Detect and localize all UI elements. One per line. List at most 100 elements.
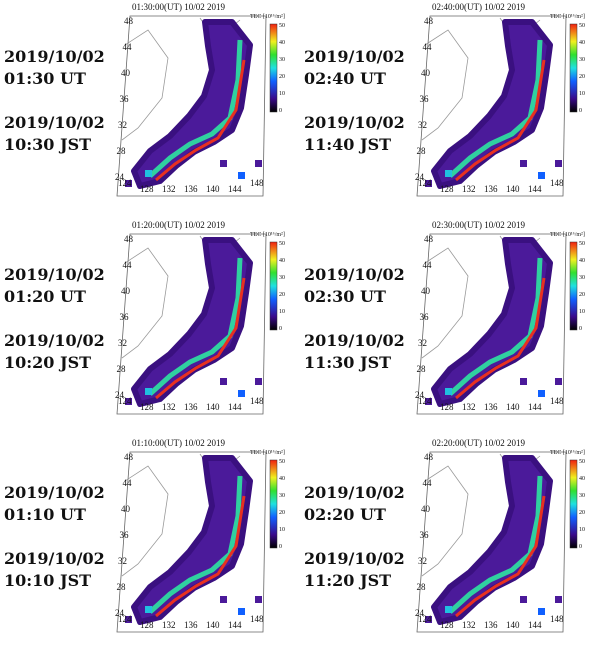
colorbar-tick: 10 bbox=[279, 527, 285, 533]
lon-label: 124 bbox=[118, 396, 132, 406]
date-label: 2019/10/02 bbox=[4, 265, 105, 284]
coastline bbox=[421, 465, 469, 577]
lat-label: 44 bbox=[423, 260, 433, 270]
panel: 2019/10/02 02:40 UT 2019/10/02 11:40 JST 02:… bbox=[304, 2, 585, 197]
lon-label: 128 bbox=[140, 620, 154, 630]
lon-label: 124 bbox=[418, 614, 432, 624]
coastline bbox=[121, 247, 169, 359]
lon-label: 124 bbox=[118, 614, 132, 624]
date-label: 2019/10/02 bbox=[304, 483, 405, 502]
colorbar-tick: 30 bbox=[579, 493, 585, 499]
lon-label: 136 bbox=[184, 620, 198, 630]
tec-cell bbox=[145, 388, 152, 395]
colorbar-tick: 40 bbox=[579, 40, 585, 46]
tec-cell bbox=[255, 160, 262, 167]
panel: 2019/10/02 01:30 UT 2019/10/02 10:30 JST 01:… bbox=[4, 2, 285, 197]
tec-high bbox=[448, 257, 543, 396]
lat-label: 48 bbox=[424, 234, 434, 244]
lon-label: 140 bbox=[206, 620, 220, 630]
tec-region bbox=[431, 19, 553, 189]
colorbar-tick: 50 bbox=[279, 459, 285, 465]
colorbar bbox=[569, 459, 578, 549]
colorbar-tick: 30 bbox=[279, 493, 285, 499]
tec-cell bbox=[255, 378, 262, 385]
tec-peak bbox=[455, 277, 546, 400]
ut-label: 01:20 UT bbox=[4, 287, 86, 306]
lat-label: 32 bbox=[418, 120, 427, 130]
lon-label: 144 bbox=[528, 620, 542, 630]
lat-label: 24 bbox=[115, 172, 125, 182]
coastline bbox=[121, 29, 169, 141]
lat-label: 24 bbox=[415, 390, 425, 400]
lat-label: 24 bbox=[115, 608, 125, 618]
tec-cell bbox=[445, 606, 452, 613]
lat-label: 40 bbox=[421, 504, 431, 514]
lat-label: 48 bbox=[124, 16, 134, 26]
tec-cell bbox=[538, 608, 545, 615]
tec-peak bbox=[155, 495, 246, 618]
lon-label: 140 bbox=[206, 402, 220, 412]
colorbar-tick: 20 bbox=[279, 74, 285, 80]
tec-cell bbox=[445, 170, 452, 177]
tec-cell bbox=[238, 172, 245, 179]
colorbar-tick: 50 bbox=[579, 241, 585, 247]
tec-peak bbox=[155, 59, 246, 182]
colorbar-tick: 10 bbox=[579, 91, 585, 97]
colorbar-tick: 50 bbox=[279, 241, 285, 247]
colorbar-tick: 30 bbox=[279, 57, 285, 63]
lat-label: 44 bbox=[423, 478, 433, 488]
lon-label: 136 bbox=[184, 184, 198, 194]
lon-label: 148 bbox=[250, 178, 264, 188]
jst-label: 11:30 JST bbox=[304, 353, 391, 372]
tec-cell bbox=[255, 596, 262, 603]
tec-region bbox=[431, 455, 553, 625]
lon-label: 128 bbox=[140, 402, 154, 412]
lon-label: 128 bbox=[440, 184, 454, 194]
lon-label: 136 bbox=[484, 620, 498, 630]
tec-cell bbox=[125, 616, 132, 623]
lat-label: 48 bbox=[124, 234, 134, 244]
jst-label: 10:30 JST bbox=[4, 135, 91, 154]
coastline bbox=[421, 247, 469, 359]
lon-label: 140 bbox=[506, 402, 520, 412]
tec-cell bbox=[520, 378, 527, 385]
tec-cell bbox=[238, 608, 245, 615]
tec-region bbox=[131, 19, 253, 189]
tec-cell bbox=[445, 388, 452, 395]
colorbar bbox=[269, 23, 278, 113]
lat-label: 36 bbox=[420, 312, 430, 322]
lon-label: 136 bbox=[184, 402, 198, 412]
lon-label: 128 bbox=[140, 184, 154, 194]
colorbar-tick: 40 bbox=[279, 476, 285, 482]
colorbar-tick: 0 bbox=[279, 544, 282, 550]
lat-label: 40 bbox=[121, 504, 131, 514]
date-label: 2019/10/02 bbox=[304, 113, 405, 132]
lat-label: 32 bbox=[418, 338, 427, 348]
lat-label: 40 bbox=[121, 68, 131, 78]
colorbar bbox=[569, 241, 578, 331]
lat-label: 28 bbox=[417, 146, 427, 156]
map-title: 02:40:00(UT) 10/02 2019 bbox=[432, 2, 525, 12]
lat-label: 28 bbox=[417, 582, 427, 592]
tec-cell bbox=[145, 606, 152, 613]
coastline bbox=[121, 465, 169, 577]
lon-label: 140 bbox=[506, 620, 520, 630]
tec-cell bbox=[425, 616, 432, 623]
date-label: 2019/10/02 bbox=[304, 549, 405, 568]
tec-cell bbox=[538, 172, 545, 179]
colorbar-tick: 40 bbox=[579, 258, 585, 264]
map-title: 01:20:00(UT) 10/02 2019 bbox=[132, 220, 225, 230]
tec-cell bbox=[220, 378, 227, 385]
colorbar-label: TEC [10¹⁶/m²] bbox=[550, 14, 585, 20]
lon-label: 136 bbox=[484, 184, 498, 194]
lat-label: 24 bbox=[415, 172, 425, 182]
ut-label: 02:40 UT bbox=[304, 69, 386, 88]
colorbar-tick: 20 bbox=[579, 292, 585, 298]
lon-label: 132 bbox=[462, 620, 476, 630]
tec-cell bbox=[125, 398, 132, 405]
lon-label: 136 bbox=[484, 402, 498, 412]
colorbar-tick: 40 bbox=[579, 476, 585, 482]
colorbar-tick: 0 bbox=[279, 326, 282, 332]
map-title: 01:30:00(UT) 10/02 2019 bbox=[132, 2, 225, 12]
